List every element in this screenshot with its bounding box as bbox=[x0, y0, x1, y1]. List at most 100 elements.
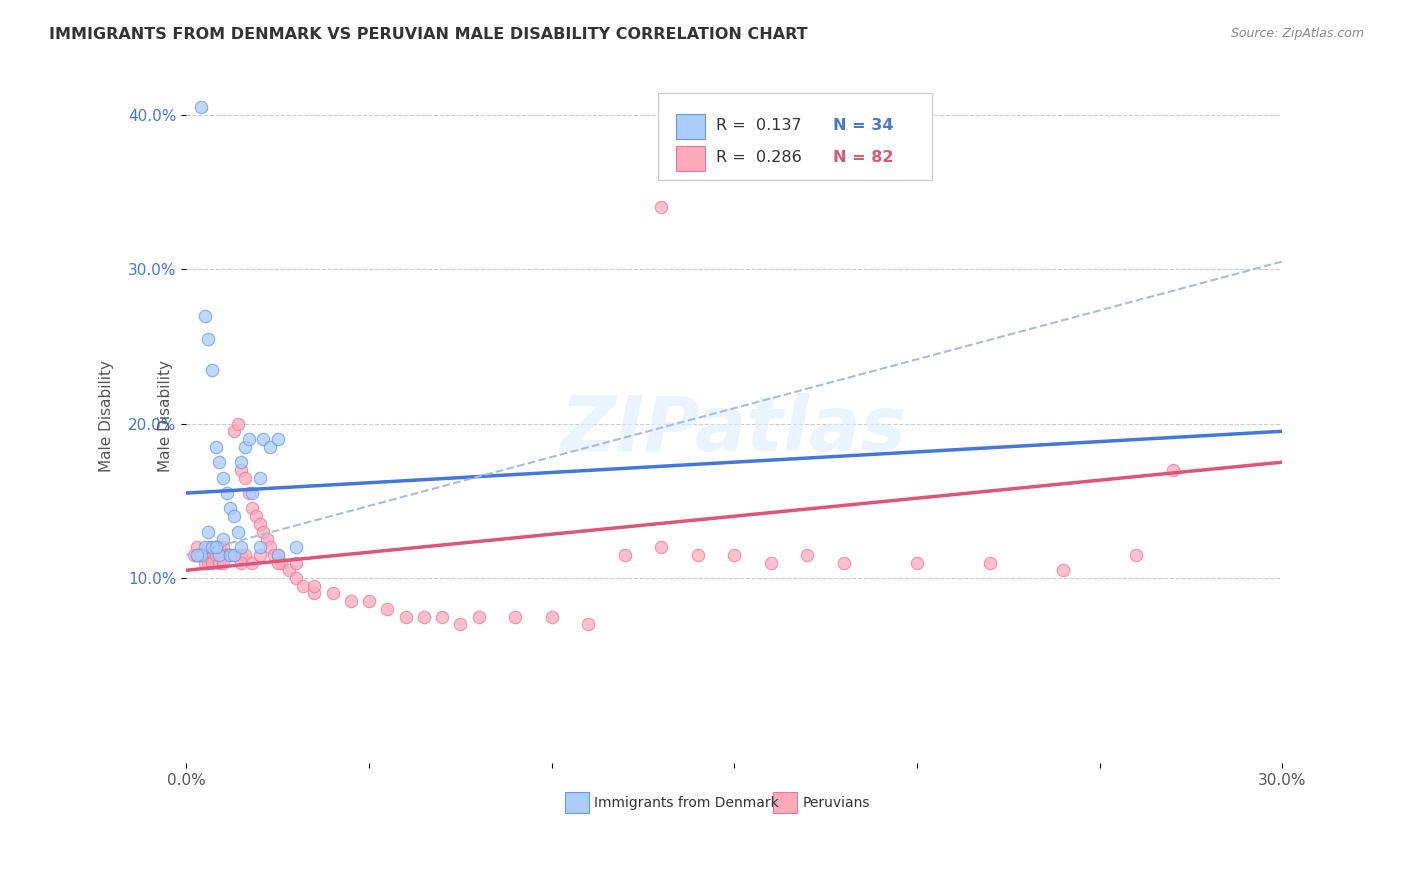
Point bbox=[212, 556, 235, 570]
Bar bbox=[773, 792, 797, 814]
Point bbox=[759, 556, 782, 570]
Point bbox=[233, 470, 256, 484]
Point bbox=[1125, 548, 1147, 562]
Point bbox=[201, 556, 224, 570]
Point bbox=[292, 579, 315, 593]
Point bbox=[263, 548, 285, 562]
Point bbox=[219, 548, 242, 562]
Point bbox=[208, 548, 231, 562]
Point bbox=[208, 455, 231, 469]
Point bbox=[194, 556, 217, 570]
Point bbox=[197, 524, 219, 539]
Point bbox=[222, 425, 245, 439]
Point bbox=[340, 594, 363, 608]
Point bbox=[285, 571, 308, 585]
Point bbox=[377, 602, 399, 616]
Point bbox=[270, 556, 292, 570]
Point bbox=[212, 540, 235, 554]
Point bbox=[252, 524, 274, 539]
Point bbox=[226, 548, 249, 562]
Point bbox=[905, 556, 928, 570]
Y-axis label: Male Disability: Male Disability bbox=[157, 359, 173, 472]
Point bbox=[240, 501, 263, 516]
Point bbox=[201, 548, 224, 562]
Point bbox=[796, 548, 818, 562]
Text: N = 34: N = 34 bbox=[834, 119, 894, 134]
Point bbox=[194, 540, 217, 554]
Text: Peruvians: Peruvians bbox=[803, 796, 870, 810]
Point bbox=[215, 548, 238, 562]
Point bbox=[190, 100, 212, 114]
Point bbox=[186, 548, 208, 562]
Point bbox=[256, 533, 278, 547]
Point bbox=[219, 548, 242, 562]
Point bbox=[186, 548, 208, 562]
Point bbox=[467, 609, 489, 624]
Bar bbox=[676, 114, 704, 139]
Point bbox=[197, 556, 219, 570]
Text: N = 82: N = 82 bbox=[834, 151, 894, 165]
Point bbox=[204, 540, 226, 554]
Point bbox=[259, 540, 281, 554]
Point bbox=[245, 509, 267, 524]
Point bbox=[194, 309, 217, 323]
Point bbox=[1052, 563, 1074, 577]
Point bbox=[226, 417, 249, 431]
Point bbox=[1161, 463, 1184, 477]
Point bbox=[201, 362, 224, 376]
Point bbox=[238, 432, 260, 446]
Point bbox=[222, 509, 245, 524]
Point bbox=[190, 548, 212, 562]
Text: R =  0.286: R = 0.286 bbox=[716, 151, 801, 165]
Point bbox=[204, 440, 226, 454]
Point bbox=[190, 548, 212, 562]
Point bbox=[285, 556, 308, 570]
Point bbox=[204, 548, 226, 562]
Text: Source: ZipAtlas.com: Source: ZipAtlas.com bbox=[1230, 27, 1364, 40]
Point bbox=[277, 563, 299, 577]
Point bbox=[259, 440, 281, 454]
Point bbox=[650, 201, 672, 215]
Point bbox=[201, 540, 224, 554]
Point bbox=[231, 548, 253, 562]
Point bbox=[215, 548, 238, 562]
Text: Immigrants from Denmark: Immigrants from Denmark bbox=[595, 796, 779, 810]
Point bbox=[413, 609, 436, 624]
Point bbox=[197, 540, 219, 554]
Point bbox=[204, 548, 226, 562]
Point bbox=[222, 548, 245, 562]
Point bbox=[267, 432, 290, 446]
Point bbox=[723, 548, 745, 562]
Point bbox=[249, 540, 271, 554]
Point bbox=[219, 501, 242, 516]
Point bbox=[686, 548, 709, 562]
Point bbox=[576, 617, 599, 632]
Point bbox=[219, 548, 242, 562]
Point bbox=[222, 548, 245, 562]
Point bbox=[197, 548, 219, 562]
Point bbox=[979, 556, 1001, 570]
Point bbox=[240, 556, 263, 570]
Point bbox=[186, 540, 208, 554]
Point bbox=[231, 540, 253, 554]
Point bbox=[430, 609, 453, 624]
Point bbox=[204, 540, 226, 554]
Text: ZIPatlas: ZIPatlas bbox=[561, 392, 907, 467]
Point bbox=[231, 455, 253, 469]
Point bbox=[285, 540, 308, 554]
Point bbox=[267, 548, 290, 562]
Bar bbox=[676, 146, 704, 171]
Point bbox=[540, 609, 562, 624]
Point bbox=[233, 548, 256, 562]
Point bbox=[186, 548, 208, 562]
Point bbox=[240, 486, 263, 500]
Point bbox=[613, 548, 636, 562]
Point bbox=[650, 540, 672, 554]
Text: IMMIGRANTS FROM DENMARK VS PERUVIAN MALE DISABILITY CORRELATION CHART: IMMIGRANTS FROM DENMARK VS PERUVIAN MALE… bbox=[49, 27, 808, 42]
Point bbox=[267, 548, 290, 562]
FancyBboxPatch shape bbox=[658, 93, 932, 179]
Point bbox=[194, 548, 217, 562]
Point bbox=[832, 556, 855, 570]
Point bbox=[304, 586, 326, 600]
Point bbox=[359, 594, 381, 608]
